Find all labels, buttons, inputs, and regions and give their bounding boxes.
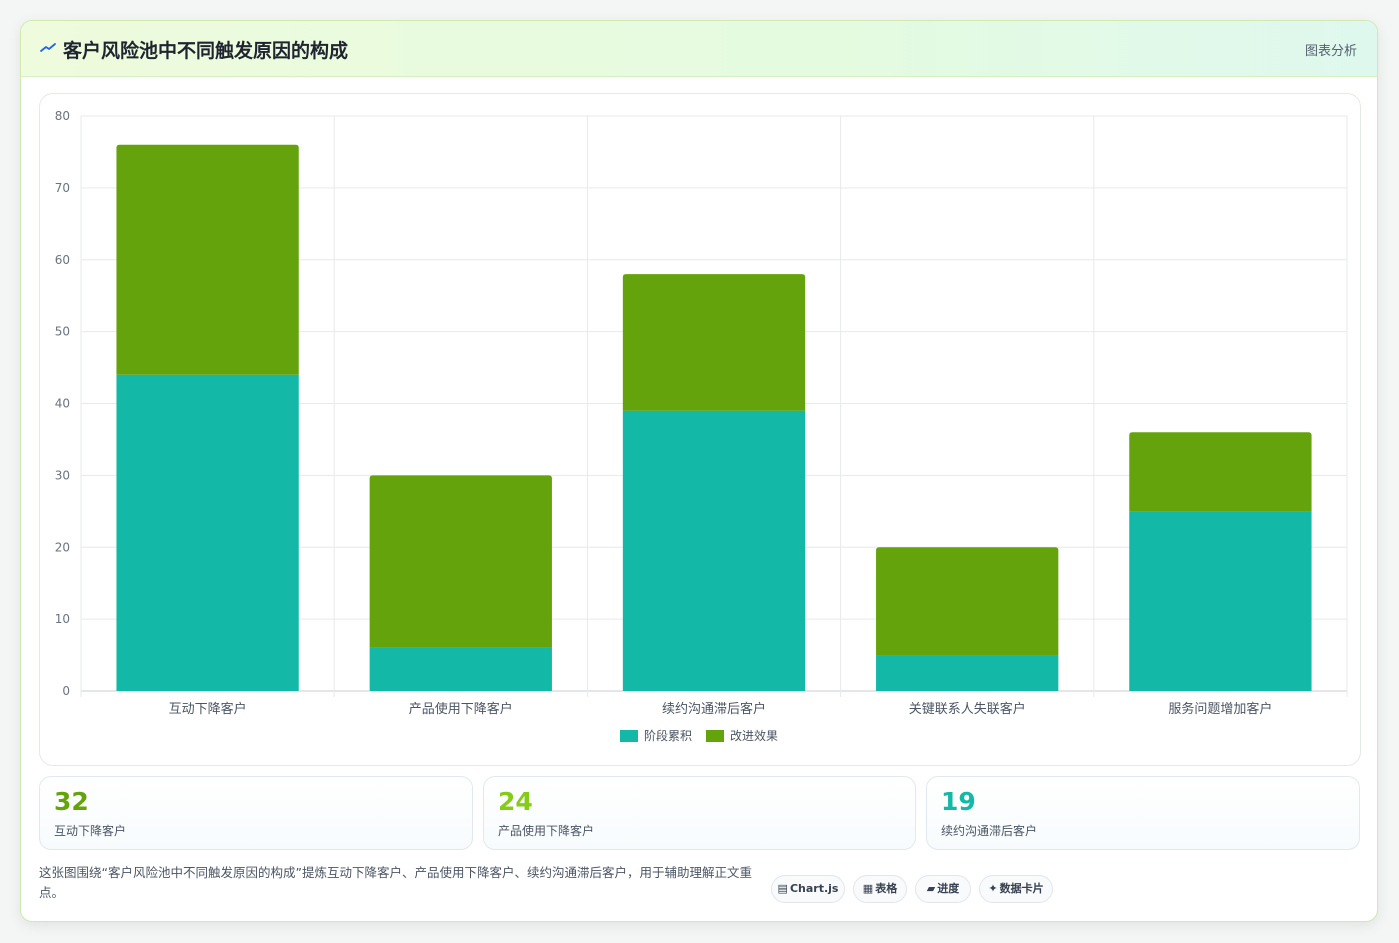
progress-icon: ▰ [926, 882, 936, 895]
stat-card-3: 19 续约沟通滞后客户 [926, 776, 1360, 850]
chip-label: Chart.js [789, 882, 839, 895]
bar-segment [622, 274, 806, 411]
legend-swatch [706, 730, 724, 742]
chip-table[interactable]: ▦ 表格 [853, 875, 907, 903]
y-tick-label: 10 [55, 612, 70, 626]
stat-card-1: 32 互动下降客户 [39, 776, 473, 850]
y-tick-label: 40 [55, 397, 70, 411]
legend-swatch [620, 730, 638, 742]
trend-icon [40, 43, 56, 52]
legend-label: 阶段累积 [644, 728, 692, 743]
bar-segment [876, 655, 1059, 691]
chart-card: 客户风险池中不同触发原因的构成 图表分析 0 10 20 30 40 50 60 70 80 互动… [20, 20, 1378, 922]
y-tick-label: 30 [55, 468, 70, 482]
stat-label: 产品使用下降客户 [498, 824, 595, 838]
table-icon: ▦ [862, 882, 874, 895]
chip-progress[interactable]: ▰ 进度 [915, 875, 971, 903]
y-tick-label: 20 [55, 540, 70, 554]
stat-label: 互动下降客户 [54, 824, 127, 838]
sparkle-icon: ✦ [988, 882, 998, 895]
stat-value: 24 [498, 787, 533, 816]
x-tick-label: 互动下降客户 [169, 701, 247, 717]
chip-label: 表格 [875, 882, 898, 895]
stat-label: 续约沟通滞后客户 [941, 824, 1038, 838]
bar-segment [1129, 432, 1312, 512]
chip-label: 数据卡片 [999, 882, 1044, 895]
page-title: 客户风险池中不同触发原因的构成 [63, 40, 349, 62]
chart-icon: ▤ [777, 882, 788, 895]
legend-label: 改进效果 [730, 728, 778, 743]
chart-panel: 0 10 20 30 40 50 60 70 80 互动下降客户 产品使用下降客户 续约沟通滞后客户 关… [39, 93, 1361, 766]
header-tag: 图表分析 [1304, 44, 1357, 59]
bar-segment [116, 144, 299, 375]
y-tick-label: 60 [55, 253, 70, 267]
chart-description: 这张图围绕“客户风险池中不同触发原因的构成”提炼互动下降客户、产品使用下降客户、… [39, 865, 752, 900]
x-tick-label: 服务问题增加客户 [1168, 701, 1272, 717]
x-tick-label: 续约沟通滞后客户 [662, 701, 766, 717]
x-tick-label: 产品使用下降客户 [409, 701, 513, 717]
chip-data-card[interactable]: ✦ 数据卡片 [979, 875, 1053, 903]
stat-value: 19 [941, 787, 976, 816]
stacked-bar-chart: 0 10 20 30 40 50 60 70 80 互动下降客户 产品使用下降客户 续约沟通滞后客户 关… [55, 109, 1348, 743]
bar-segment [876, 547, 1059, 656]
x-tick-label: 关键联系人失联客户 [909, 701, 1026, 717]
bar-segment [622, 410, 806, 691]
stat-card-2: 24 产品使用下降客户 [483, 776, 916, 850]
y-tick-label: 70 [55, 181, 70, 195]
stat-value: 32 [54, 787, 89, 816]
y-tick-label: 50 [55, 325, 70, 339]
chip-label: 进度 [937, 882, 960, 895]
bar-segment [1129, 511, 1312, 691]
y-tick-label: 80 [55, 109, 70, 123]
bar-segment [369, 647, 552, 691]
chip-chartjs[interactable]: ▤ Chart.js [771, 875, 845, 903]
card-header: 客户风险池中不同触发原因的构成 图表分析 [21, 21, 1377, 77]
bar-segment [369, 475, 552, 648]
y-tick-label: 0 [62, 684, 70, 698]
bar-segment [116, 374, 299, 691]
